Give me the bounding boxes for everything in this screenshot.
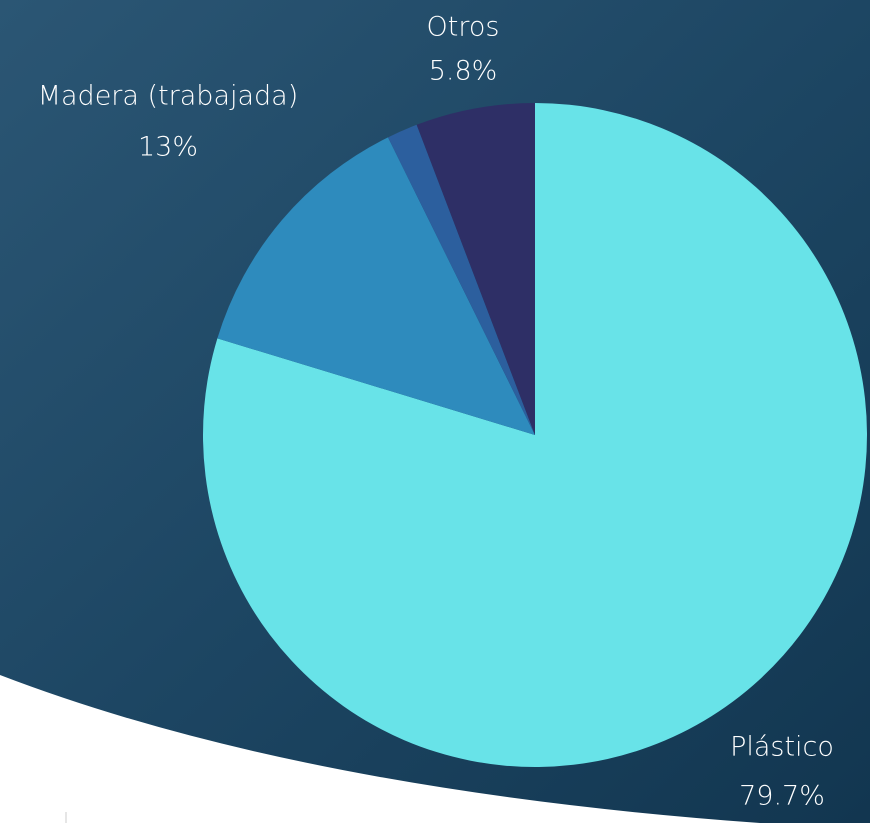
slice-label: Otros (427, 12, 500, 43)
value-label: 13% (138, 132, 198, 163)
pie-slice (388, 124, 535, 435)
slice-label: Madera (trabajada) (38, 81, 299, 112)
value-label: 5.8% (429, 56, 498, 87)
slice-label: Plástico (730, 732, 834, 763)
value-label: 79.7% (739, 781, 825, 812)
pie-slice (416, 103, 535, 435)
pie-slice (203, 103, 868, 768)
background-curve (0, 675, 760, 823)
pie-slice (217, 137, 536, 435)
